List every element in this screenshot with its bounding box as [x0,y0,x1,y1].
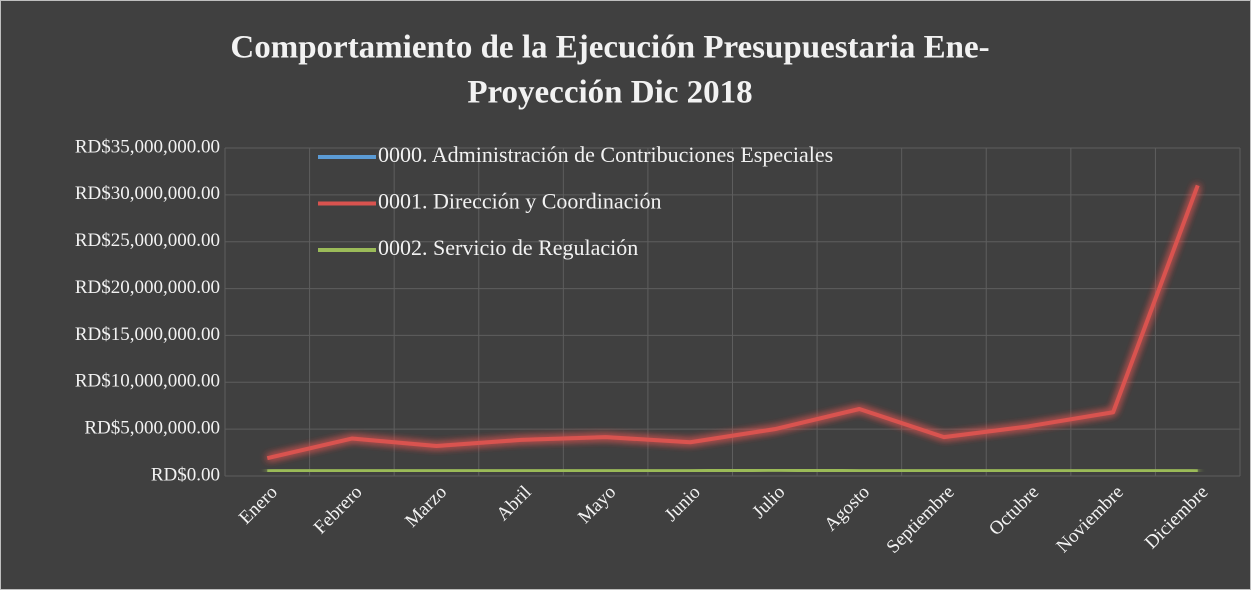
y-tick-label: RD$25,000,000.00 [75,230,220,251]
y-tick-label: RD$35,000,000.00 [75,136,220,157]
y-tick-label: RD$5,000,000.00 [84,418,220,439]
legend-label: 0000. Administración de Contribuciones E… [378,142,833,167]
chart-title: Proyección Dic 2018 [467,75,752,111]
y-tick-label: RD$15,000,000.00 [75,324,220,345]
y-tick-label: RD$0.00 [151,464,220,485]
y-tick-label: RD$10,000,000.00 [75,371,220,392]
legend-label: 0002. Servicio de Regulación [378,235,638,260]
series-line [266,184,1200,461]
chart-title: Comportamiento de la Ejecución Presupues… [230,30,989,66]
legend-label: 0001. Dirección y Coordinación [378,189,662,214]
y-tick-label: RD$30,000,000.00 [75,183,220,204]
y-tick-label: RD$20,000,000.00 [75,277,220,298]
series-line [267,467,1198,474]
